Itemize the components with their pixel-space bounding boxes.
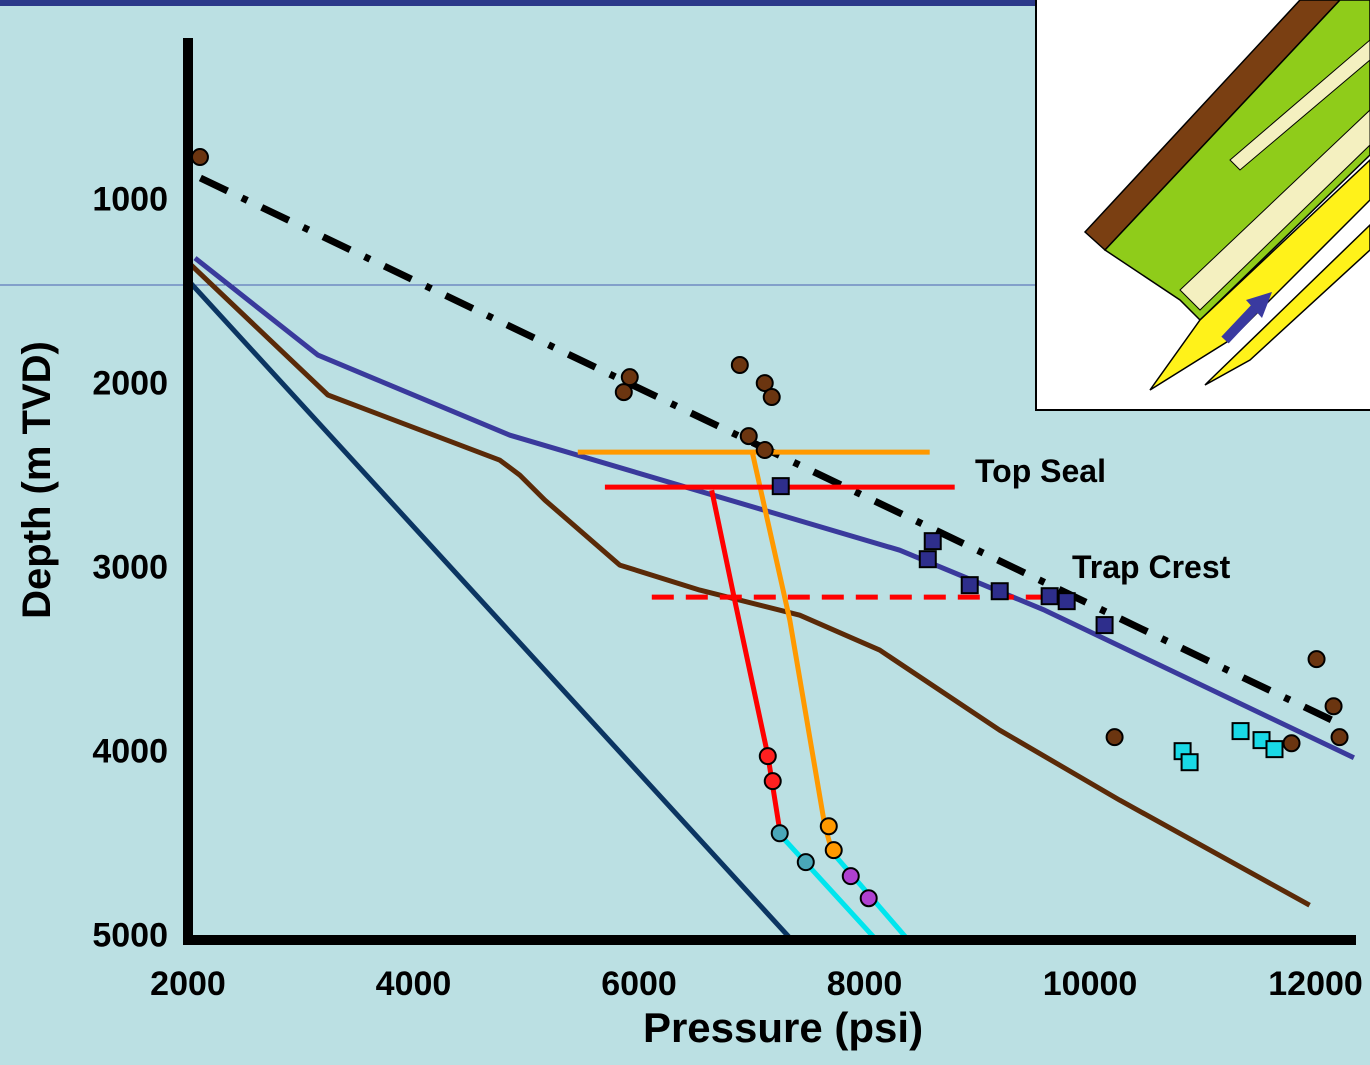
square-point (918, 550, 937, 569)
line (775, 830, 877, 940)
inset-diagram (1035, 0, 1370, 411)
y-tick-label: 1000 (92, 180, 168, 218)
circle-point (1105, 728, 1124, 747)
plot-area (186, 148, 1355, 940)
circle-point (770, 824, 789, 843)
x-tick-label: 6000 (601, 965, 677, 1003)
line (186, 278, 792, 940)
x-tick-label: 2000 (150, 965, 226, 1003)
annotation: Top Seal (975, 453, 1106, 489)
circle-point (819, 817, 838, 836)
y-tick-label: 4000 (92, 732, 168, 770)
y-tick-label: 2000 (92, 364, 168, 402)
circle-point (824, 841, 843, 860)
circle-point (758, 747, 777, 766)
x-tick-label: 4000 (376, 965, 452, 1003)
inset-reservoir (1149, 158, 1370, 391)
circle-point (620, 368, 639, 387)
x-tick-label: 8000 (827, 965, 903, 1003)
y-axis-label: Depth (m TVD) (15, 341, 59, 619)
circle-point (841, 867, 860, 886)
square-point (1057, 592, 1076, 611)
inset-cap-layer (1083, 0, 1342, 252)
circle-point (190, 148, 209, 167)
circle-point (762, 388, 781, 407)
square-point (923, 532, 942, 551)
circle-point (1307, 650, 1326, 669)
square-point (1231, 722, 1250, 741)
circle-point (859, 889, 878, 908)
inset-arrow (1221, 301, 1262, 344)
circle-point (763, 772, 782, 791)
line (709, 489, 783, 831)
square-point (1265, 740, 1284, 759)
top-bar (0, 0, 1370, 6)
square-point (960, 576, 979, 595)
inset-sand-lens (1229, 39, 1370, 171)
circle-point (1282, 734, 1301, 753)
square-point (1180, 753, 1199, 772)
x-tick-label: 12000 (1268, 965, 1363, 1003)
square-point (990, 582, 1009, 601)
inset-arrow-head (1246, 292, 1272, 318)
circle-point (1330, 728, 1349, 747)
circle-point (1324, 697, 1343, 716)
circle-point (796, 853, 815, 872)
circle-point (614, 383, 633, 402)
circle-point (755, 374, 774, 393)
circle-point (739, 427, 758, 446)
square-point (1095, 616, 1114, 635)
square-point (1040, 587, 1059, 606)
x-tick-label: 10000 (1043, 965, 1138, 1003)
square-point (771, 477, 790, 496)
inset-reservoir (1204, 223, 1370, 386)
annotation: Trap Crest (1072, 549, 1231, 585)
line (186, 260, 1311, 908)
y-tick-label: 3000 (92, 548, 168, 586)
y-tick-label: 5000 (92, 916, 168, 954)
circle-point (730, 356, 749, 375)
circle-point (755, 441, 774, 460)
line (749, 449, 835, 851)
inset-sand-lens (1179, 109, 1370, 311)
x-axis-label: Pressure (psi) (643, 1004, 923, 1051)
line (193, 256, 1355, 761)
